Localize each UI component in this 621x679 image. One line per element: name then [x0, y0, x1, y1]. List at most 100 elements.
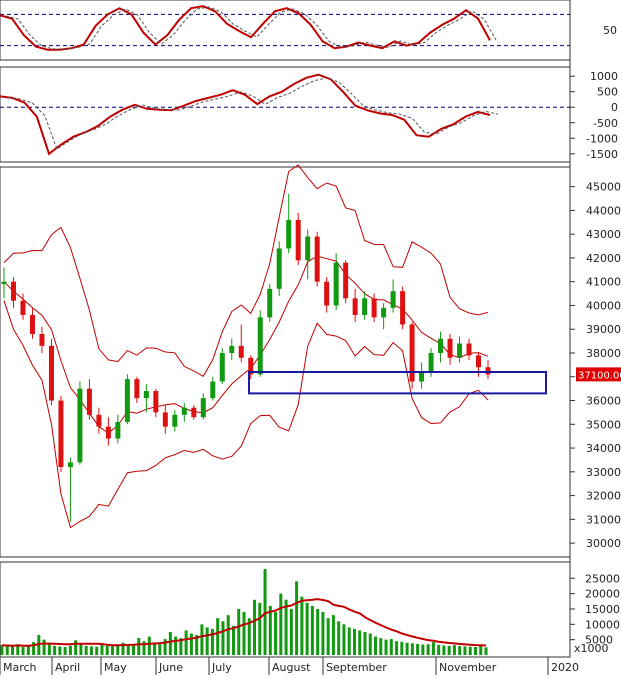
price-tick-label: 30000	[586, 537, 621, 550]
volume-bar	[200, 624, 204, 655]
volume-bar	[179, 638, 183, 655]
candle-body	[314, 236, 320, 282]
price-tick-label: 40000	[586, 299, 621, 312]
volume-bar	[363, 631, 367, 655]
volume-bar	[42, 639, 46, 655]
candle-body	[295, 219, 301, 261]
volume-bar	[74, 640, 78, 655]
volume-bar	[100, 644, 104, 655]
volume-bar	[274, 612, 278, 655]
volume-tick-label: 5000	[585, 634, 613, 647]
volume-bar	[374, 636, 378, 655]
stoch-tick-label: 50	[603, 24, 617, 37]
candle-body	[67, 462, 73, 468]
candle-body	[191, 407, 197, 418]
price-tick-label: 45000	[586, 181, 621, 194]
candle-body	[20, 300, 26, 315]
volume-bar	[395, 641, 399, 655]
x-axis-label: September	[326, 661, 387, 674]
candle-body	[238, 345, 244, 358]
macd-signal-line	[7, 77, 499, 150]
candle-body	[229, 345, 235, 353]
price-tick-label: 43000	[586, 228, 621, 241]
volume-bar	[63, 647, 67, 655]
volume-bar	[468, 646, 472, 655]
volume-bar	[268, 605, 272, 655]
candle-body	[419, 372, 425, 382]
volume-bar	[289, 608, 293, 655]
bollinger-upper	[3, 164, 489, 377]
stochastic-layer	[0, 5, 570, 51]
volume-bar	[168, 631, 172, 655]
volume-bar	[442, 645, 446, 655]
volume-bar	[105, 645, 109, 655]
macd-tick-label: -1000	[586, 132, 618, 145]
volume-bar	[53, 645, 57, 655]
volume-bar	[331, 615, 335, 655]
volume-bar	[89, 646, 93, 655]
volume-bar	[458, 646, 462, 655]
volume-bar	[37, 635, 41, 655]
price-tick-label: 39000	[586, 323, 621, 336]
volume-bar	[205, 627, 209, 655]
volume-bar	[110, 646, 114, 655]
volume-bar	[479, 645, 483, 655]
volume-bar	[389, 639, 393, 655]
volume-bar	[452, 645, 456, 655]
volume-bar	[416, 643, 420, 655]
candle-body	[257, 317, 263, 375]
volume-bar	[153, 643, 157, 655]
candle-body	[200, 398, 206, 418]
support-zone-box	[248, 371, 547, 395]
price-tick-label: 38000	[586, 347, 621, 360]
axis-labels-layer: 10005000-500-1000-1500504500044000430004…	[570, 24, 621, 655]
candle-body	[286, 219, 292, 249]
price-tick-label: 36000	[586, 395, 621, 408]
candle-body	[466, 343, 472, 356]
volume-bar	[463, 646, 467, 655]
volume-bar	[21, 647, 25, 655]
volume-bar	[221, 621, 225, 655]
candle-body	[48, 345, 54, 401]
candle-body	[333, 262, 339, 306]
volume-bar	[342, 624, 346, 655]
volume-bar	[189, 633, 193, 655]
macd-tick-label: 0	[611, 101, 618, 114]
candle-body	[58, 400, 64, 468]
volume-bar	[216, 618, 220, 655]
macd-panel	[0, 66, 571, 163]
volume-bar	[253, 599, 257, 655]
volume-bar	[11, 646, 15, 655]
volume-bar	[121, 642, 125, 655]
volume-bar	[137, 638, 141, 655]
candle-body	[105, 426, 111, 439]
candle-body	[29, 314, 35, 334]
volume-bar	[68, 645, 72, 655]
volume-tick-label: 10000	[585, 618, 620, 631]
volume-bar	[400, 641, 404, 655]
x-axis-label: November	[439, 661, 497, 674]
x-axis-label: 2020	[551, 661, 579, 674]
price-layer	[1, 164, 547, 529]
price-tick-label: 32000	[586, 490, 621, 503]
candle-body	[143, 391, 149, 399]
volume-bar	[384, 639, 388, 655]
price-tick-label: 44000	[586, 204, 621, 217]
volume-bar	[195, 635, 199, 655]
macd-tick-label: 1000	[590, 70, 618, 83]
volume-bar	[279, 593, 283, 655]
last-price-label: 37100.00	[578, 370, 621, 381]
volume-bar	[58, 646, 62, 655]
x-axis-layer: March April May June July August September Nove…	[0, 657, 579, 675]
candle-body	[343, 262, 349, 299]
bollinger-lower	[3, 300, 489, 529]
candle-body	[476, 355, 482, 368]
x-axis-label: June	[158, 661, 183, 674]
macd-tick-label: -500	[593, 117, 618, 130]
volume-bar	[421, 644, 425, 655]
candle-body	[305, 236, 311, 261]
volume-bar	[316, 608, 320, 655]
candle-body	[10, 281, 16, 301]
